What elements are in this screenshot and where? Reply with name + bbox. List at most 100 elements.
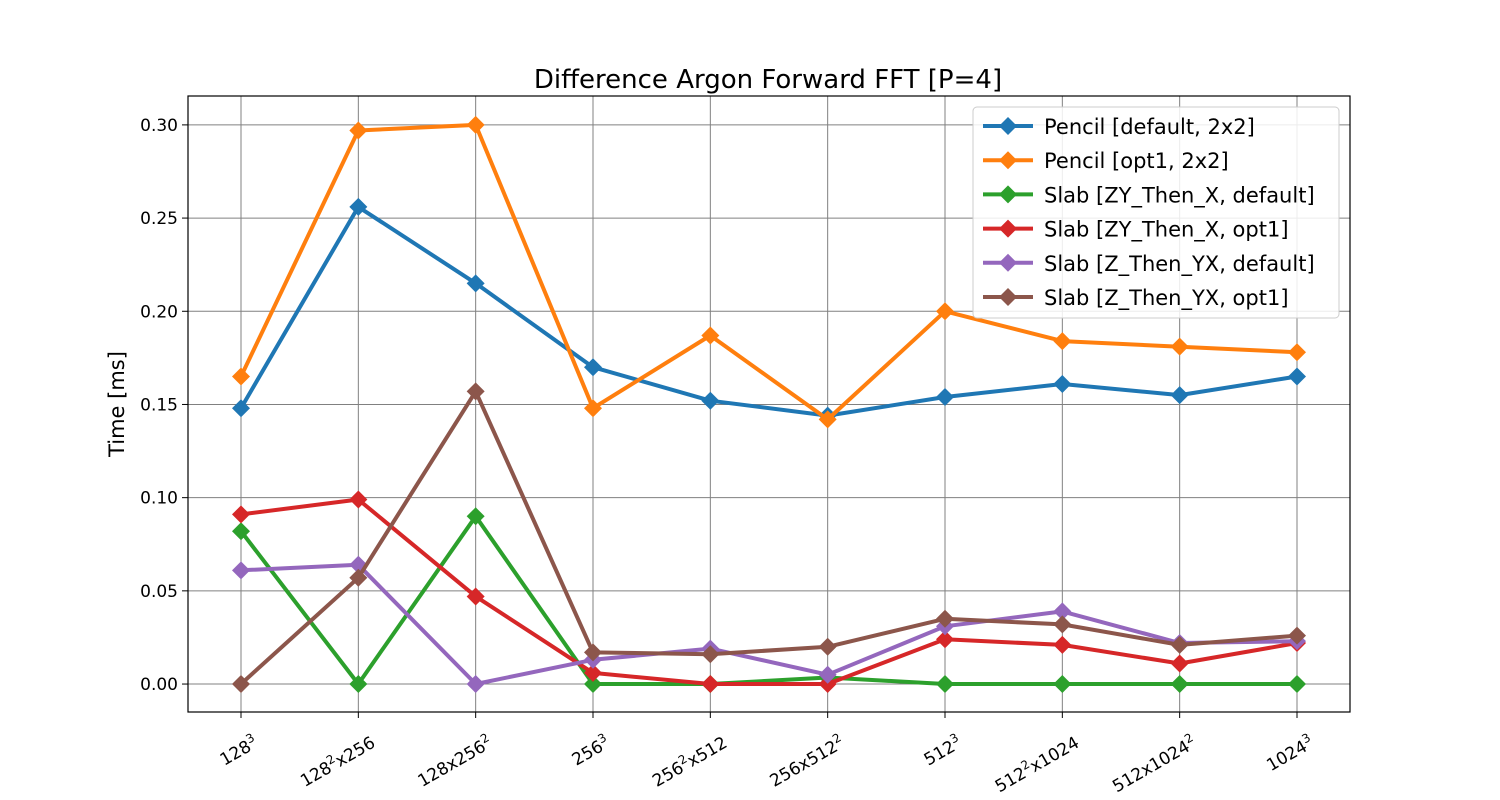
data-point-marker: [1288, 367, 1306, 386]
data-point-marker: [936, 630, 954, 649]
legend-label: Slab [Z_Then_YX, default]: [1044, 252, 1315, 277]
data-point-marker: [1053, 675, 1072, 694]
legend-label: Slab [ZY_Then_X, opt1]: [1044, 218, 1289, 243]
data-point-marker: [466, 587, 485, 606]
data-point-marker: [1170, 635, 1189, 654]
data-point-marker: [701, 326, 720, 345]
plot-series: [232, 115, 1306, 694]
y-axis-ticks: 0.00 0.05 0.10 0.15 0.20 0.25 0.30: [140, 116, 188, 695]
x-tick-label: 512x10242: [1108, 730, 1200, 797]
data-point-marker: [349, 121, 368, 140]
legend-label: Slab [Z_Then_YX, opt1]: [1044, 286, 1289, 311]
data-point-marker: [584, 675, 602, 694]
data-point-marker: [818, 637, 837, 656]
x-tick-label: 1282x256: [296, 730, 379, 791]
data-point-marker: [1053, 602, 1072, 621]
data-point-marker: [232, 675, 250, 694]
series-group: [232, 555, 1306, 694]
data-point-marker: [584, 358, 602, 377]
y-tick-label: 0.30: [140, 116, 178, 136]
data-point-marker: [349, 490, 368, 509]
data-point-marker: [1170, 386, 1189, 405]
data-point-marker: [1053, 374, 1072, 393]
y-tick-label: 0.20: [140, 302, 178, 322]
x-tick-label: 5122x1024: [990, 730, 1082, 797]
data-point-marker: [466, 675, 485, 694]
series-line: [239, 122, 1298, 422]
x-tick-text: 512x1024: [1109, 737, 1193, 797]
y-axis-label: Time [ms]: [105, 351, 129, 458]
x-tick-label: 2562x512: [648, 730, 731, 791]
data-point-marker: [232, 522, 250, 541]
data-point-marker: [818, 665, 837, 684]
x-tick-label: 256x5122: [765, 730, 848, 791]
legend-marker: [999, 185, 1017, 204]
y-tick-label: 0.05: [140, 582, 178, 602]
data-point-marker: [1053, 615, 1072, 634]
data-point-marker: [349, 197, 368, 216]
y-tick-label: 0.25: [140, 209, 178, 229]
data-point-marker: [584, 663, 602, 682]
legend-marker: [999, 288, 1017, 306]
data-point-marker: [232, 367, 250, 386]
legend-marker: [999, 253, 1017, 272]
series-line: [240, 497, 1298, 686]
chart-title: Difference Argon Forward FFT [P=4]: [534, 65, 1002, 95]
data-point-marker: [1170, 654, 1189, 673]
y-tick-label: 0.15: [140, 395, 178, 415]
series-group: [232, 382, 1306, 694]
data-point-marker: [701, 645, 720, 664]
legend-label: Slab [ZY_Then_X, default]: [1044, 183, 1315, 208]
y-tick-label: 0.10: [140, 489, 178, 509]
data-point-marker: [466, 115, 485, 134]
data-point-marker: [466, 382, 485, 401]
series-line: [239, 514, 1297, 686]
data-point-marker: [1053, 332, 1072, 351]
data-point-marker: [584, 643, 602, 662]
data-point-marker: [232, 399, 250, 418]
data-point-marker: [818, 675, 837, 694]
x-tick-label: 1283: [215, 730, 261, 770]
data-point-marker: [936, 609, 954, 628]
x-tick-text: x256: [332, 733, 379, 772]
x-axis-ticks: 1283 1282x256 128x2562 2563 2562x512 256x5122…: [215, 712, 1318, 797]
data-point-marker: [701, 675, 720, 694]
data-point-marker: [349, 568, 368, 587]
data-point-marker: [1170, 675, 1189, 694]
data-point-marker: [701, 391, 720, 410]
x-tick-label: 128x2562: [413, 730, 496, 791]
y-tick-label: 0.00: [140, 675, 178, 695]
data-point-marker: [466, 507, 485, 526]
series-group: [232, 115, 1306, 429]
x-tick-label: 2563: [567, 730, 613, 770]
legend-marker: [999, 219, 1017, 238]
data-point-marker: [1288, 675, 1306, 694]
data-point-marker: [936, 302, 954, 321]
x-tick-text: x1024: [1027, 733, 1083, 777]
data-point-marker: [232, 505, 250, 524]
data-point-marker: [349, 675, 368, 694]
x-tick-label: 10243: [1262, 730, 1318, 775]
series-line: [239, 204, 1298, 418]
data-point-marker: [818, 410, 837, 429]
series-line: [240, 562, 1298, 686]
series-group: [232, 197, 1306, 425]
data-point-marker: [584, 399, 602, 418]
x-tick-text: 256x512: [767, 737, 842, 792]
data-point-marker: [232, 561, 250, 580]
legend-box: [972, 106, 1340, 319]
data-point-marker: [1288, 343, 1306, 362]
data-point-marker: [1053, 635, 1072, 654]
series-line: [239, 389, 1298, 686]
data-point-marker: [936, 675, 954, 694]
x-tick-label: 5123: [919, 730, 965, 770]
legend-marker: [999, 117, 1017, 135]
series-group: [232, 490, 1306, 694]
legend-marker: [999, 151, 1017, 170]
x-tick-text: 128x256: [415, 737, 490, 792]
data-point-marker: [936, 388, 954, 407]
data-point-marker: [1288, 626, 1306, 645]
legend: Pencil [default, 2x2] Pencil [opt1, 2x2] S…: [972, 106, 1340, 319]
legend-label: Pencil [opt1, 2x2]: [1044, 149, 1229, 173]
data-point-marker: [1170, 337, 1189, 356]
